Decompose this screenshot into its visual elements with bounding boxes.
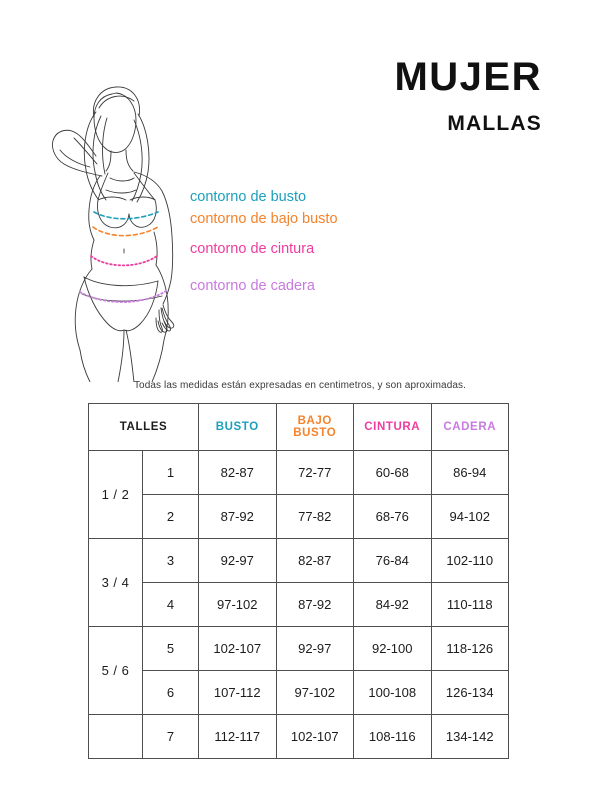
table-row: 3 / 4 3 92-97 82-87 76-84 102-110 <box>88 538 509 627</box>
cell-cintura: 68-76 <box>353 494 432 539</box>
cell-cadera: 126-134 <box>430 670 509 715</box>
cell-group-talle: 1 / 2 <box>88 450 143 539</box>
page-title: MUJER <box>394 55 542 99</box>
column-header-cadera: CADERA <box>430 403 509 451</box>
waist-measurement-line <box>90 255 158 267</box>
column-header-bajo-busto: BAJO BUSTO <box>275 403 354 451</box>
column-header-talles: TALLES <box>88 403 199 451</box>
column-header-cintura: CINTURA <box>353 403 432 451</box>
cell-cadera: 110-118 <box>430 582 509 627</box>
cell-group-talle: 5 / 6 <box>88 626 143 715</box>
bust-measurement-line <box>93 211 159 220</box>
cell-bajo-busto: 82-87 <box>275 538 354 583</box>
measurement-legend: contorno de busto contorno de bajo busto… <box>190 190 410 293</box>
cell-cadera: 86-94 <box>430 450 509 495</box>
cell-busto: 112-117 <box>198 714 277 759</box>
table-row: 6 107-112 97-102 100-108 126-134 <box>89 670 509 715</box>
cell-cadera: 94-102 <box>430 494 509 539</box>
legend-item-cintura: contorno de cintura <box>190 241 315 257</box>
cell-busto: 102-107 <box>198 626 277 671</box>
cell-size: 6 <box>142 670 199 715</box>
table-row: 1 / 2 1 82-87 72-77 60-68 86-94 <box>88 450 509 539</box>
cell-size: 4 <box>142 582 199 627</box>
table-row: 4 97-102 87-92 84-92 110-118 <box>89 582 509 627</box>
cell-cadera: 102-110 <box>430 538 509 583</box>
cell-group-talle: 3 / 4 <box>88 538 143 627</box>
cell-busto: 92-97 <box>198 538 277 583</box>
cell-cintura: 92-100 <box>353 626 432 671</box>
table-header-row: TALLES BUSTO BAJO BUSTO CINTURA CADERA <box>88 403 509 451</box>
title-block: MUJER MALLAS <box>394 56 542 136</box>
cell-size: 1 <box>142 450 199 495</box>
underbust-measurement-line <box>92 226 159 237</box>
table-row: 5 / 6 5 102-107 92-97 92-100 118-126 <box>88 626 509 715</box>
cell-bajo-busto: 97-102 <box>275 670 354 715</box>
cell-bajo-busto: 72-77 <box>275 450 354 495</box>
legend-item-busto: contorno de busto <box>190 189 307 205</box>
cell-size: 2 <box>142 494 199 539</box>
size-chart-table: TALLES BUSTO BAJO BUSTO CINTURA CADERA 1… <box>88 403 509 759</box>
cell-bajo-busto: 77-82 <box>275 494 354 539</box>
cell-busto: 87-92 <box>198 494 277 539</box>
cell-bajo-busto: 102-107 <box>275 714 354 759</box>
measurements-note: Todas las medidas están expresadas en ce… <box>133 380 467 391</box>
cell-group-talle <box>88 714 143 759</box>
cell-cadera: 118-126 <box>430 626 509 671</box>
hip-measurement-line <box>79 290 167 303</box>
cell-busto: 82-87 <box>198 450 277 495</box>
cell-cintura: 108-116 <box>353 714 432 759</box>
cell-cadera: 134-142 <box>430 714 509 759</box>
cell-bajo-busto: 87-92 <box>275 582 354 627</box>
table-row: 2 87-92 77-82 68-76 94-102 <box>89 494 509 539</box>
table-body: 1 / 2 1 82-87 72-77 60-68 86-94 2 87-92 77-82 68-… <box>88 450 509 759</box>
cell-size: 7 <box>142 714 199 759</box>
cell-cintura: 100-108 <box>353 670 432 715</box>
cell-cintura: 76-84 <box>353 538 432 583</box>
cell-busto: 97-102 <box>198 582 277 627</box>
column-header-busto: BUSTO <box>198 403 277 451</box>
cell-busto: 107-112 <box>198 670 277 715</box>
legend-item-bajo-busto: contorno de bajo busto <box>190 210 338 227</box>
cell-size: 3 <box>142 538 199 583</box>
cell-cintura: 84-92 <box>353 582 432 627</box>
legend-item-cadera: contorno de cadera <box>190 277 315 294</box>
page-subtitle: MALLAS <box>447 112 542 135</box>
cell-size: 5 <box>142 626 199 671</box>
cell-cintura: 60-68 <box>353 450 432 495</box>
female-body-measurement-figure <box>38 72 208 382</box>
table-row: 7 112-117 102-107 108-116 134-142 <box>88 714 509 759</box>
cell-bajo-busto: 92-97 <box>275 626 354 671</box>
